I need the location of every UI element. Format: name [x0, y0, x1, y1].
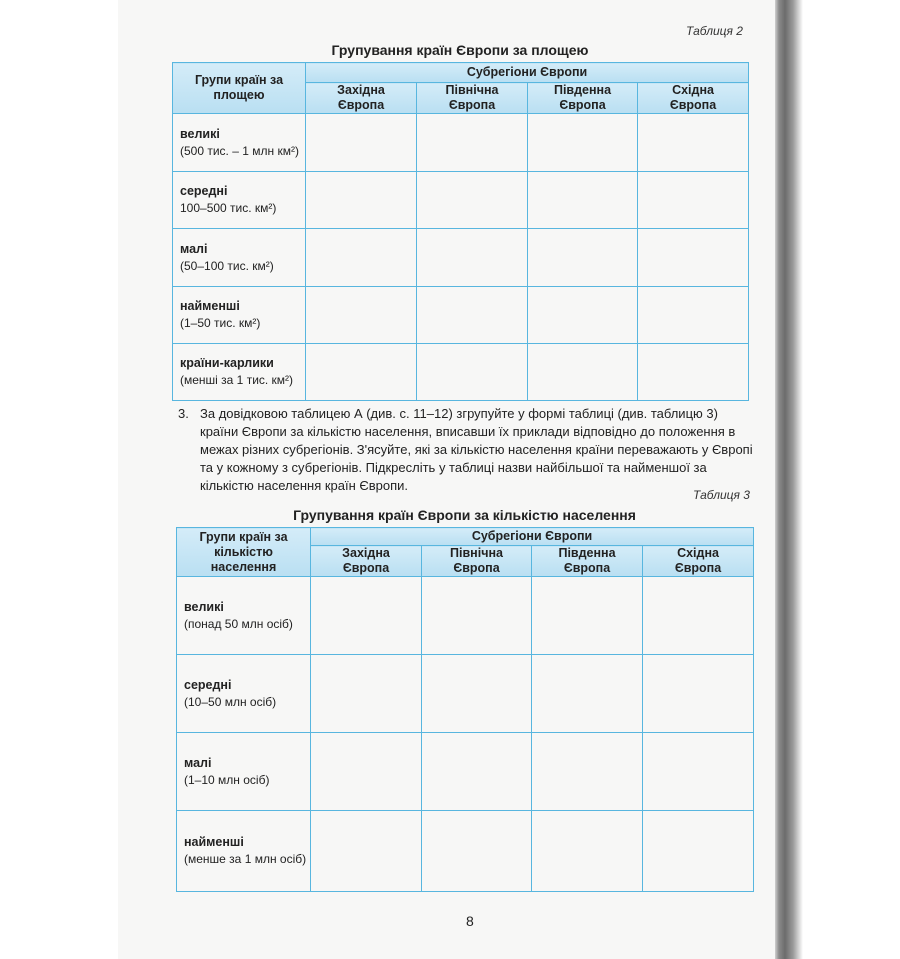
- row-header: Групи країн за кількістю населення: [176, 527, 311, 577]
- row-label: великі (500 тис. – 1 млн км²): [172, 113, 306, 172]
- table3: Групи країн за кількістю населення Субре…: [176, 527, 755, 892]
- group-range: (50–100 тис. км²): [180, 258, 274, 273]
- row-label: малі (1–10 млн осіб): [176, 732, 311, 811]
- col-header: Північна Європа: [421, 545, 532, 577]
- task-text: За довідковою таблицею А (див. с. 11–12)…: [200, 406, 753, 493]
- col-header: Західна Європа: [305, 82, 417, 114]
- table-row: середні (10–50 млн осіб): [176, 654, 755, 733]
- row-label: найменші (1–50 тис. км²): [172, 286, 306, 344]
- answer-cell[interactable]: [527, 113, 638, 172]
- table-row: середні 100–500 тис. км²): [172, 171, 750, 229]
- table3-title: Групування країн Європи за кількістю нас…: [293, 507, 636, 523]
- answer-cell[interactable]: [636, 171, 750, 229]
- answer-cell[interactable]: [310, 576, 422, 655]
- answer-cell[interactable]: [416, 343, 528, 401]
- task-number: 3.: [178, 406, 189, 421]
- answer-cell[interactable]: [531, 654, 643, 733]
- group-name: найменші: [184, 835, 244, 849]
- group-header: Субрегіони Європи: [309, 527, 755, 546]
- table3-caption: Таблиця 3: [693, 488, 750, 502]
- answer-cell[interactable]: [636, 286, 750, 344]
- row-label: найменші (менше за 1 млн осіб): [176, 810, 311, 892]
- group-name: середні: [184, 677, 232, 692]
- table-row: країни-карлики (менші за 1 тис. км²): [172, 343, 750, 401]
- row-label: країни-карлики (менші за 1 тис. км²): [172, 343, 306, 401]
- group-range: (1–50 тис. км²): [180, 316, 261, 330]
- answer-cell[interactable]: [421, 732, 532, 811]
- page-number: 8: [466, 913, 474, 929]
- col-header: Західна Європа: [310, 545, 422, 577]
- answer-cell[interactable]: [641, 810, 755, 892]
- answer-cell[interactable]: [531, 576, 643, 655]
- answer-cell[interactable]: [636, 113, 750, 172]
- table2-title: Групування країн Європи за площею: [331, 42, 589, 58]
- table-row: найменші (1–50 тис. км²): [172, 286, 750, 344]
- group-name: країни-карлики: [180, 356, 274, 370]
- answer-cell[interactable]: [305, 343, 417, 401]
- group-range: 100–500 тис. км²): [180, 201, 277, 215]
- col-header: Південна Європа: [527, 82, 638, 114]
- group-range: (1–10 млн осіб): [184, 772, 270, 787]
- answer-cell[interactable]: [310, 732, 422, 811]
- answer-cell[interactable]: [636, 228, 750, 287]
- group-name: найменші: [180, 299, 240, 313]
- table2-caption: Таблиця 2: [686, 24, 743, 38]
- row-label: середні (10–50 млн осіб): [176, 654, 311, 733]
- answer-cell[interactable]: [527, 286, 638, 344]
- group-name: великі: [184, 599, 224, 614]
- answer-cell[interactable]: [527, 228, 638, 287]
- answer-cell[interactable]: [416, 286, 528, 344]
- task-3: 3. За довідковою таблицею А (див. с. 11–…: [178, 405, 758, 495]
- answer-cell[interactable]: [531, 732, 643, 811]
- answer-cell[interactable]: [641, 576, 755, 655]
- answer-cell[interactable]: [305, 171, 417, 229]
- group-range: (менші за 1 тис. км²): [180, 373, 294, 387]
- group-header: Субрегіони Європи: [304, 62, 750, 83]
- answer-cell[interactable]: [527, 343, 638, 401]
- table-row: великі (500 тис. – 1 млн км²): [172, 113, 750, 172]
- answer-cell[interactable]: [305, 113, 417, 172]
- answer-cell[interactable]: [310, 810, 422, 892]
- row-label: середні 100–500 тис. км²): [172, 171, 306, 229]
- col-header: Північна Європа: [416, 82, 528, 114]
- col-header: Східна Європа: [636, 82, 750, 114]
- group-name: малі: [184, 755, 212, 770]
- group-name: великі: [180, 126, 220, 141]
- table-row: малі (1–10 млн осіб): [176, 732, 755, 811]
- answer-cell[interactable]: [527, 171, 638, 229]
- table-row: великі (понад 50 млн осіб): [176, 576, 755, 655]
- answer-cell[interactable]: [305, 228, 417, 287]
- table-row: найменші (менше за 1 млн осіб): [176, 810, 755, 892]
- group-name: малі: [180, 241, 208, 256]
- answer-cell[interactable]: [641, 654, 755, 733]
- col-header: Південна Європа: [531, 545, 643, 577]
- group-range: (500 тис. – 1 млн км²): [180, 143, 299, 158]
- answer-cell[interactable]: [421, 654, 532, 733]
- row-header: Групи країн за площею: [172, 62, 306, 114]
- answer-cell[interactable]: [531, 810, 643, 892]
- group-range: (понад 50 млн осіб): [184, 616, 293, 631]
- group-name: середні: [180, 184, 228, 198]
- answer-cell[interactable]: [641, 732, 755, 811]
- answer-cell[interactable]: [636, 343, 750, 401]
- group-range: (10–50 млн осіб): [184, 694, 277, 709]
- row-label: малі (50–100 тис. км²): [172, 228, 306, 287]
- answer-cell[interactable]: [416, 113, 528, 172]
- answer-cell[interactable]: [416, 171, 528, 229]
- col-header: Східна Європа: [641, 545, 755, 577]
- table2: Групи країн за площею Субрегіони Європи …: [172, 62, 750, 401]
- group-range: (менше за 1 млн осіб): [184, 852, 307, 866]
- answer-cell[interactable]: [421, 810, 532, 892]
- page-binding-shadow: [775, 0, 900, 959]
- table-row: малі (50–100 тис. км²): [172, 228, 750, 287]
- row-label: великі (понад 50 млн осіб): [176, 576, 311, 655]
- answer-cell[interactable]: [305, 286, 417, 344]
- answer-cell[interactable]: [310, 654, 422, 733]
- answer-cell[interactable]: [421, 576, 532, 655]
- answer-cell[interactable]: [416, 228, 528, 287]
